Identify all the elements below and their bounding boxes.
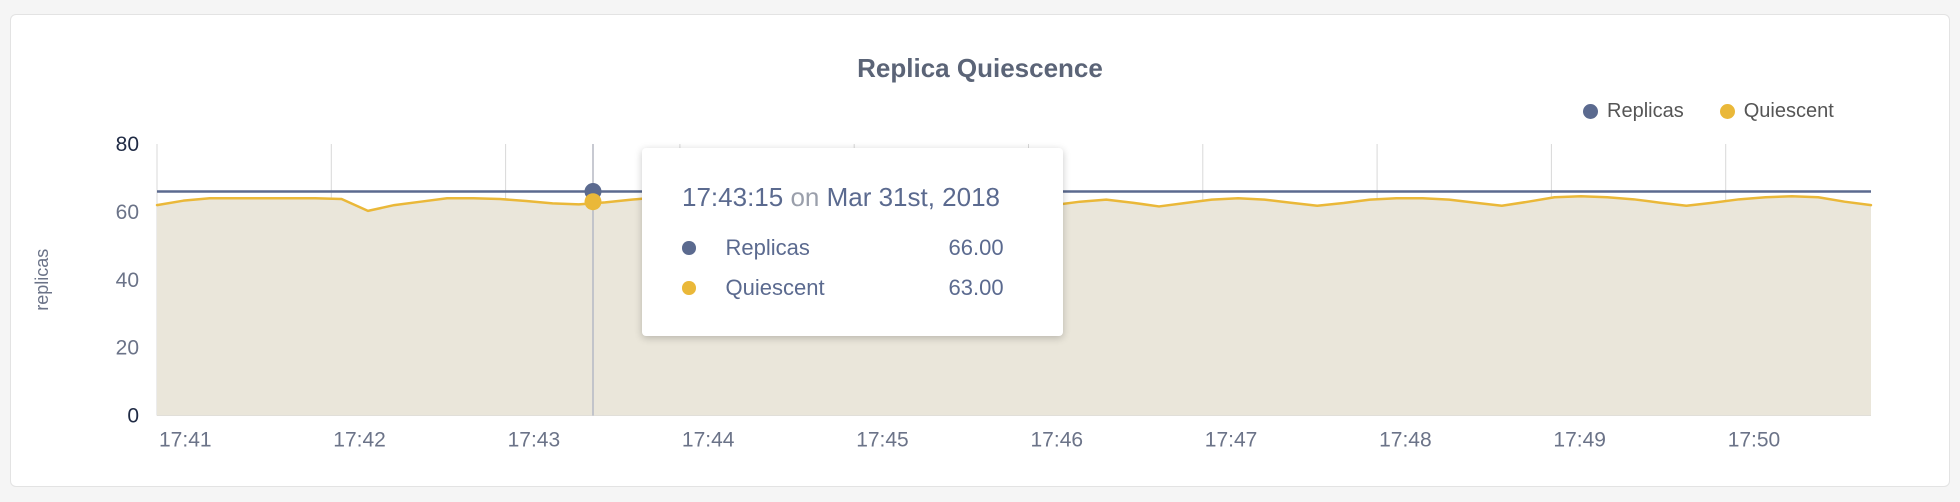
svg-text:17:44: 17:44: [682, 429, 735, 452]
svg-text:17:43: 17:43: [508, 429, 561, 452]
svg-text:17:50: 17:50: [1728, 429, 1781, 452]
svg-text:60: 60: [116, 201, 139, 224]
svg-text:20: 20: [116, 337, 139, 360]
svg-text:80: 80: [116, 133, 139, 156]
svg-text:replicas: replicas: [32, 249, 52, 311]
svg-text:17:46: 17:46: [1031, 429, 1084, 452]
svg-text:40: 40: [116, 269, 139, 292]
svg-text:17:49: 17:49: [1553, 429, 1606, 452]
svg-text:17:42: 17:42: [333, 429, 386, 452]
svg-text:17:41: 17:41: [159, 429, 212, 452]
svg-text:17:47: 17:47: [1205, 429, 1258, 452]
svg-text:0: 0: [127, 405, 139, 428]
svg-text:17:48: 17:48: [1379, 429, 1432, 452]
svg-text:17:45: 17:45: [856, 429, 909, 452]
